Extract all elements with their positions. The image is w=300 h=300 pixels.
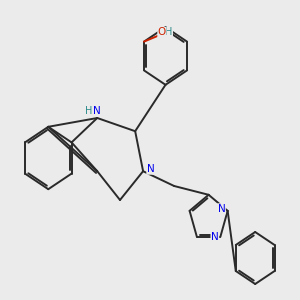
- Text: N: N: [147, 164, 154, 174]
- Text: H: H: [165, 27, 172, 38]
- Text: N: N: [211, 232, 219, 242]
- Text: N: N: [218, 204, 225, 214]
- Text: N: N: [93, 106, 101, 116]
- Text: H: H: [85, 106, 92, 116]
- Text: O: O: [158, 27, 166, 38]
